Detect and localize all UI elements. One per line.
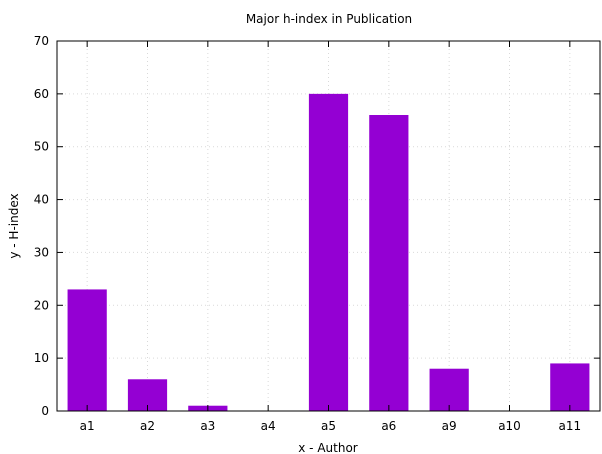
y-axis: 0 10 20 30 40 50 60 70 bbox=[34, 34, 600, 418]
bars bbox=[67, 93, 590, 411]
bar-a9 bbox=[429, 368, 469, 411]
bar-a5 bbox=[308, 93, 349, 411]
x-tick-label: a11 bbox=[559, 419, 582, 433]
x-tick-label: a3 bbox=[200, 419, 215, 433]
y-tick-label: 50 bbox=[34, 140, 49, 154]
x-tick-label: a2 bbox=[140, 419, 155, 433]
y-tick-label: 20 bbox=[34, 298, 49, 312]
bar-a11 bbox=[550, 363, 590, 411]
x-axis: a1 a2 a3 a4 a5 a6 a9 a10 a11 bbox=[80, 41, 581, 433]
y-tick-label: 60 bbox=[34, 87, 49, 101]
y-tick-label: 40 bbox=[34, 193, 49, 207]
x-tick-label: a1 bbox=[80, 419, 95, 433]
y-axis-label: y - H-index bbox=[7, 193, 21, 258]
x-axis-label: x - Author bbox=[298, 441, 358, 454]
y-tick-label: 70 bbox=[34, 34, 49, 48]
bar-a6 bbox=[369, 115, 409, 411]
x-tick-label: a6 bbox=[381, 419, 396, 433]
chart-title: Major h-index in Publication bbox=[246, 12, 412, 26]
x-tick-label: a10 bbox=[498, 419, 521, 433]
y-tick-label: 10 bbox=[34, 351, 49, 365]
y-tick-label: 30 bbox=[34, 245, 49, 259]
x-tick-label: a5 bbox=[321, 419, 336, 433]
y-tick-label: 0 bbox=[41, 404, 49, 418]
x-tick-label: a9 bbox=[442, 419, 457, 433]
bar-a1 bbox=[67, 289, 107, 411]
x-tick-label: a4 bbox=[261, 419, 276, 433]
